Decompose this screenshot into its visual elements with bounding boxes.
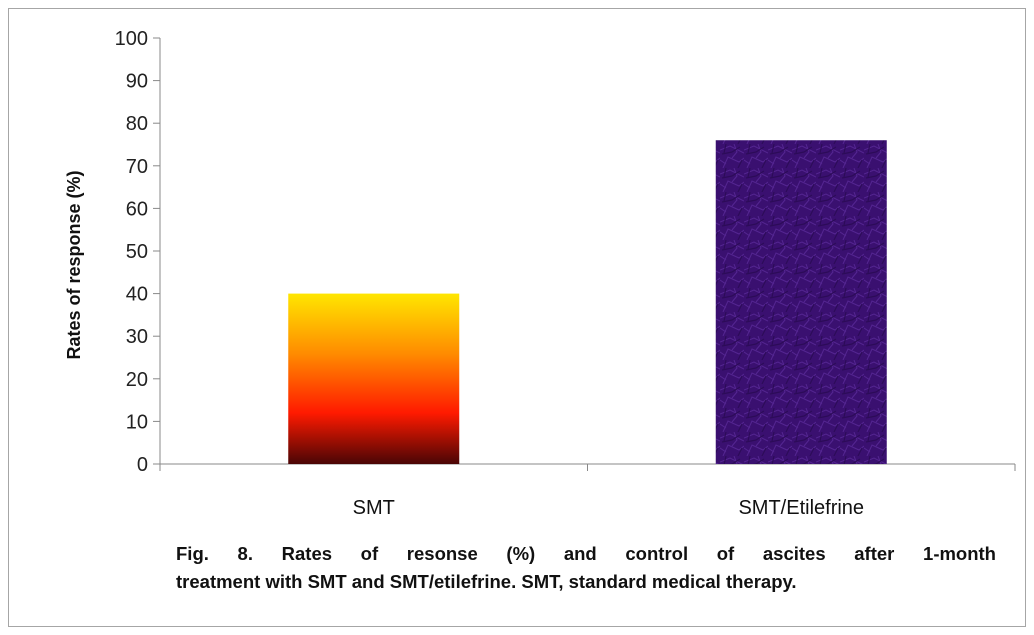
y-tick-label: 0 (137, 454, 148, 476)
y-tick-label: 90 (126, 71, 148, 93)
caption-line-1: Fig. 8. Rates of resonse (%) and control… (176, 543, 996, 564)
y-tick-label: 30 (126, 326, 148, 348)
y-tick-label: 60 (126, 198, 148, 220)
y-axis-title: Rates of response (%) (64, 170, 84, 359)
labels: 0 10 20 30 40 50 60 70 80 90 100 SMT SMT/Etilefrine (115, 28, 864, 519)
y-tick-label: 10 (126, 411, 148, 433)
caption-line-2: treatment with SMT and SMT/etilefrine. S… (176, 571, 797, 592)
y-tick-label: 80 (126, 113, 148, 135)
x-category-label: SMT/Etilefrine (738, 497, 864, 519)
bar-smt-etilefrine (715, 140, 887, 465)
y-tick-label: 50 (126, 241, 148, 263)
y-tick-label: 40 (126, 284, 148, 306)
y-tick-label: 20 (126, 369, 148, 391)
y-tick-label: 100 (115, 28, 148, 50)
y-tick-label: 70 (126, 156, 148, 178)
figure-caption: Fig. 8. Rates of resonse (%) and control… (176, 540, 996, 596)
bars (288, 140, 887, 465)
x-category-label: SMT (353, 497, 395, 519)
bar-smt (288, 293, 460, 464)
